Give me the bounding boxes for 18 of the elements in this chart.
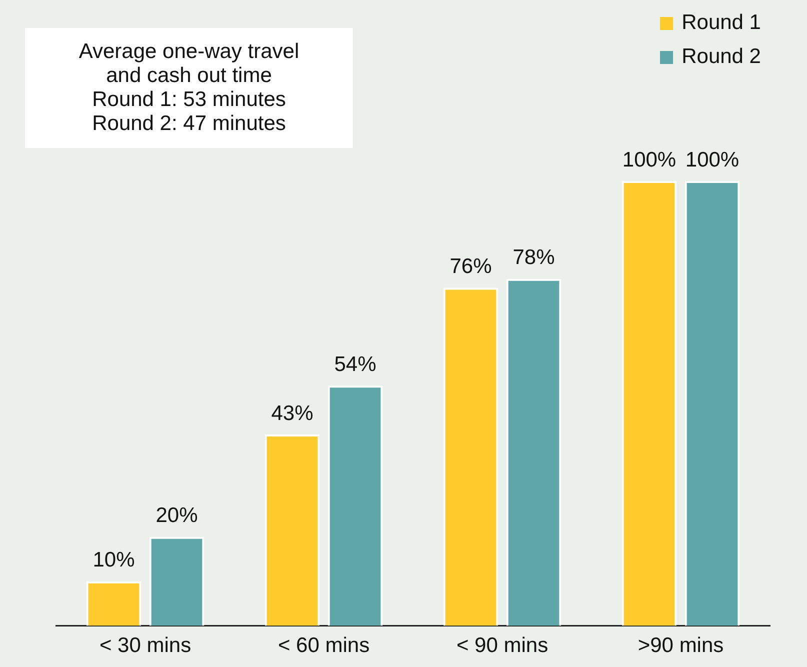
data-label: 43%	[271, 402, 314, 425]
legend-label: Round 1	[682, 11, 761, 35]
legend-label: Round 2	[682, 45, 761, 69]
x-tick-label: < 30 mins	[99, 634, 192, 658]
x-tick-label: < 60 mins	[278, 634, 370, 658]
data-label: 76%	[450, 255, 492, 278]
x-tick-label: < 90 mins	[456, 634, 548, 658]
data-label: 100%	[685, 148, 740, 172]
data-label: 78%	[512, 246, 555, 270]
text: and cash out time	[105, 64, 273, 88]
text: Round 2: 47 minutes	[91, 112, 287, 136]
data-label: 100%	[622, 148, 676, 172]
x-tick-label: >90 mins	[638, 634, 724, 658]
text: Round 1: 53 minutes	[91, 88, 287, 112]
text: Average one-way travel	[78, 40, 300, 64]
data-label: 10%	[92, 548, 135, 572]
data-label: 54%	[334, 352, 376, 376]
data-label: 20%	[156, 504, 198, 528]
